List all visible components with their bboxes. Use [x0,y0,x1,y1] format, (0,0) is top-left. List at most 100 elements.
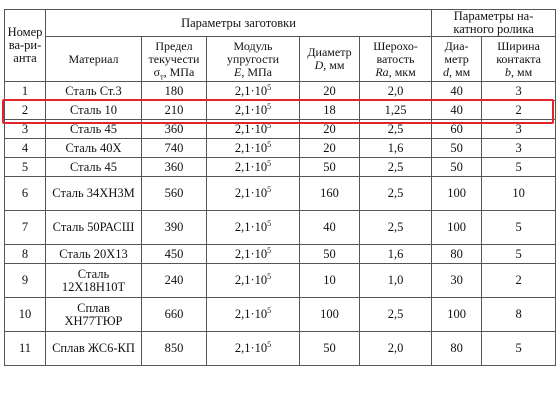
roughness-cell: 2,5 [358,210,433,245]
header-roughness: Шерохо-ватость Ra, мкм [358,36,433,82]
roughness-cell: 2,5 [358,297,433,332]
material-cell: Сталь 10 [45,100,142,120]
material-cell: Сталь Ст.3 [45,81,142,101]
table-row: 10 Сплав ХН77ТЮР 660 2,1·105 100 2,5 100 8 [4,297,557,332]
header-variant: Номер ва-ри-анта [4,9,46,82]
variant-number-cell: 1 [4,81,46,101]
variant-number-cell: 2 [4,100,46,120]
contact-width-cell: 2 [481,100,557,120]
variant-number-cell: 6 [4,176,46,211]
modulus-cell: 2,1·105 [206,331,300,366]
table-row: 8 Сталь 20Х13 450 2,1·105 50 1,6 80 5 [4,244,557,264]
table-row: 7 Сталь 50РАСШ 390 2,1·105 40 2,5 100 5 [4,210,557,245]
yield-cell: 180 [141,81,207,101]
roughness-cell: 2,5 [358,119,433,139]
roughness-cell: 1,6 [358,138,433,158]
roughness-cell: 1,6 [358,244,433,264]
variants-table: Номер ва-ри-анта Параметры заготовки Пар… [4,9,557,366]
variant-number-cell: 10 [4,297,46,332]
material-cell: Сплав ХН77ТЮР [45,297,142,332]
roller-diameter-cell: 40 [431,100,483,120]
roller-diameter-cell: 50 [431,138,483,158]
header-material: Материал [45,36,142,82]
modulus-cell: 2,1·105 [206,81,300,101]
yield-cell: 740 [141,138,207,158]
material-cell: Сталь 50РАСШ [45,210,142,245]
diameter-cell: 18 [299,100,360,120]
material-cell: Сталь 12Х18Н10Т [45,263,142,298]
roughness-cell: 2,0 [358,331,433,366]
yield-cell: 240 [141,263,207,298]
modulus-cell: 2,1·105 [206,244,300,264]
roller-diameter-cell: 30 [431,263,483,298]
yield-cell: 360 [141,119,207,139]
yield-cell: 850 [141,331,207,366]
table-row: 4 Сталь 40Х 740 2,1·105 20 1,6 50 3 [4,138,557,158]
variant-number-cell: 4 [4,138,46,158]
yield-cell: 390 [141,210,207,245]
table-body: 1 Сталь Ст.3 180 2,1·105 20 2,0 40 3 2 Сталь 10 21… [4,81,557,366]
diameter-cell: 160 [299,176,360,211]
contact-width-cell: 5 [481,210,557,245]
header-yield: Предел текучести σт, МПа [141,36,207,82]
diameter-cell: 100 [299,297,360,332]
diameter-cell: 20 [299,138,360,158]
material-cell: Сплав ЖС6-КП [45,331,142,366]
header-blank-params: Параметры заготовки [44,9,433,37]
contact-width-cell: 5 [481,331,557,366]
variant-number-cell: 11 [4,331,46,366]
material-cell: Сталь 20Х13 [45,244,142,264]
table-row: 6 Сталь 34ХН3М 560 2,1·105 160 2,5 100 10 [4,176,557,211]
material-cell: Сталь 34ХН3М [45,176,142,211]
contact-width-cell: 5 [481,157,557,177]
roller-diameter-cell: 60 [431,119,483,139]
roller-diameter-cell: 100 [431,297,483,332]
roller-diameter-cell: 50 [431,157,483,177]
variant-number-cell: 5 [4,157,46,177]
roughness-cell: 1,25 [358,100,433,120]
contact-width-cell: 8 [481,297,557,332]
modulus-cell: 2,1·105 [206,119,300,139]
diameter-cell: 10 [299,263,360,298]
contact-width-cell: 3 [481,138,557,158]
variant-number-cell: 3 [4,119,46,139]
diameter-cell: 50 [299,157,360,177]
modulus-cell: 2,1·105 [206,176,300,211]
roughness-cell: 2,5 [358,176,433,211]
table-row: 1 Сталь Ст.3 180 2,1·105 20 2,0 40 3 [4,81,557,101]
roller-diameter-cell: 40 [431,81,483,101]
table-row: 5 Сталь 45 360 2,1·105 50 2,5 50 5 [4,157,557,177]
contact-width-cell: 2 [481,263,557,298]
modulus-cell: 2,1·105 [206,157,300,177]
table-row: 2 Сталь 10 210 2,1·105 18 1,25 40 2 [4,100,557,120]
table-row: 11 Сплав ЖС6-КП 850 2,1·105 50 2,0 80 5 [4,331,557,366]
variant-number-cell: 7 [4,210,46,245]
roller-diameter-cell: 80 [431,331,483,366]
contact-width-cell: 3 [481,119,557,139]
roller-diameter-cell: 80 [431,244,483,264]
diameter-cell: 20 [299,119,360,139]
diameter-cell: 20 [299,81,360,101]
modulus-cell: 2,1·105 [206,138,300,158]
contact-width-cell: 10 [481,176,557,211]
roller-diameter-cell: 100 [431,176,483,211]
roller-diameter-cell: 100 [431,210,483,245]
yield-cell: 450 [141,244,207,264]
yield-cell: 360 [141,157,207,177]
yield-cell: 560 [141,176,207,211]
contact-width-cell: 3 [481,81,557,101]
header-modulus: Модуль упругости E, МПа [206,36,300,82]
modulus-cell: 2,1·105 [206,210,300,245]
contact-width-cell: 5 [481,244,557,264]
diameter-cell: 50 [299,244,360,264]
header-contact-width: Ширина контакта b, мм [481,36,557,82]
material-cell: Сталь 45 [45,157,142,177]
diameter-cell: 40 [299,210,360,245]
material-cell: Сталь 45 [45,119,142,139]
roughness-cell: 1,0 [358,263,433,298]
table-row: 3 Сталь 45 360 2,1·105 20 2,5 60 3 [4,119,557,139]
yield-cell: 660 [141,297,207,332]
modulus-cell: 2,1·105 [206,100,300,120]
modulus-cell: 2,1·105 [206,297,300,332]
